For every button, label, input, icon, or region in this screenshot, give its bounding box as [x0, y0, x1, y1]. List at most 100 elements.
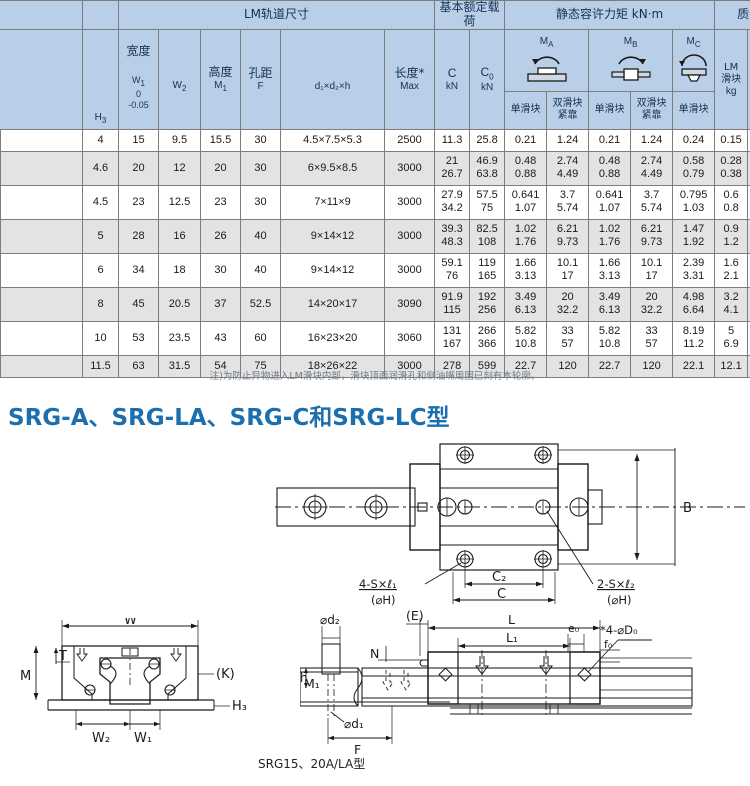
- header-moment-mb: MB: [588, 28, 674, 92]
- cell-c0: 82.5 108: [469, 218, 506, 254]
- cross-section-drawing: W T M (K) H₃ W₂ W₁: [18, 618, 268, 763]
- mc-label: MC: [686, 36, 701, 49]
- cell-w2: 20.5: [158, 286, 201, 322]
- cell-c0: 25.8: [469, 128, 506, 152]
- cell-length-max: 3000: [383, 184, 436, 220]
- cell-c0: 119 165: [469, 252, 506, 288]
- cell-mc-single: 8.19 11.2: [672, 320, 716, 356]
- label-C2: C₂: [492, 570, 506, 585]
- header-model-col: [0, 28, 83, 130]
- header-group-basic-load: 基本额定载荷: [434, 0, 506, 30]
- cell-mb-double: 20 32.2: [630, 286, 674, 322]
- cell-ma-double: 20 32.2: [546, 286, 590, 322]
- cell-m1: 54: [200, 354, 241, 378]
- cell-mb-single: 1.66 3.13: [588, 252, 632, 288]
- label-W2: W₂: [92, 731, 110, 746]
- label-4S: 4-S×ℓ₁: [359, 577, 397, 591]
- mb-label: MB: [623, 36, 638, 49]
- label-e0: e₀: [568, 622, 580, 635]
- cell-mass-block: 0.28 0.38: [714, 150, 749, 186]
- cell-f: 52.5: [240, 286, 281, 322]
- cell-ma-double: 6.21 9.73: [546, 218, 590, 254]
- cell-m1: 30: [200, 252, 241, 288]
- cell-f: 30: [240, 184, 281, 220]
- cell-length-max: 3090: [383, 286, 436, 322]
- cell-length-max: 2500: [383, 128, 436, 152]
- cell-c0: 192 256: [469, 286, 506, 322]
- label-f0: f₀: [604, 638, 613, 651]
- header-group-mass: 质量: [714, 0, 750, 30]
- cell-model: [0, 184, 83, 220]
- cell-mb-single: 0.21: [588, 128, 632, 152]
- cell-ma-double: 10.1 17: [546, 252, 590, 288]
- cell-f: 40: [240, 252, 281, 288]
- cell-m1: 20: [200, 150, 241, 186]
- header-blank-model: [0, 0, 83, 30]
- cell-c0: 599: [469, 354, 506, 378]
- cell-model: [0, 150, 83, 186]
- cell-hole: 9×14×12: [280, 218, 385, 254]
- header-h3: H3: [82, 28, 119, 130]
- header-mb-single: 单滑块: [588, 90, 632, 130]
- header-c0: C0 kN: [469, 28, 506, 130]
- header-moment-ma: MA: [504, 28, 590, 92]
- cell-f: 40: [240, 218, 281, 254]
- label-F: F: [354, 742, 361, 757]
- cell-w2: 9.5: [158, 128, 201, 152]
- cell-mb-double: 2.74 4.49: [630, 150, 674, 186]
- label-W1: W₁: [134, 731, 152, 746]
- cell-ma-single: 0.21: [504, 128, 548, 152]
- header-mb-double: 双滑块 紧靠: [630, 90, 674, 130]
- cell-mb-single: 22.7: [588, 354, 632, 378]
- table-row: 10 53 23.5 43 60 16×23×20 3060 131 167 266 366 5.82…: [0, 320, 750, 356]
- cell-mc-single: 2.39 3.31: [672, 252, 716, 288]
- cell-ma-double: 2.74 4.49: [546, 150, 590, 186]
- cell-ma-single: 5.82 10.8: [504, 320, 548, 356]
- cell-f: 60: [240, 320, 281, 356]
- cell-ma-single: 3.49 6.13: [504, 286, 548, 322]
- cell-ma-single: 22.7: [504, 354, 548, 378]
- cell-mass-block: 5 6.9: [714, 320, 749, 356]
- table-row: 6 34 18 30 40 9×14×12 3000 59.1 76 119 165 1.66 3.13…: [0, 252, 750, 288]
- drawing-caption-text: SRG15、20A/LA型: [258, 757, 366, 771]
- header-w2: W2: [158, 28, 201, 130]
- cell-length-max: 3000: [383, 218, 436, 254]
- cell-model: [0, 354, 83, 378]
- cell-ma-single: 1.66 3.13: [504, 252, 548, 288]
- label-H3: H₃: [232, 699, 247, 714]
- cell-c0: 46.9 63.8: [469, 150, 506, 186]
- cell-h3: 6: [82, 252, 119, 288]
- header-hole: d₁×d₂×h: [280, 28, 385, 130]
- table-row: 5 28 16 26 40 9×14×12 3000 39.3 48.3 82.5 108 1.02 1…: [0, 218, 750, 254]
- cell-c: 131 167: [434, 320, 471, 356]
- cell-f: 30: [240, 128, 281, 152]
- label-E: (E): [406, 608, 424, 623]
- header-ma-single: 单滑块: [504, 90, 548, 130]
- header-w1: 宽度 W1 0 -0.05: [118, 28, 159, 130]
- cell-c: 11.3: [434, 128, 471, 152]
- cell-mass-rail: 23.7: [747, 354, 750, 378]
- label-L: L: [508, 612, 515, 627]
- header-group-rail-dims: LM轨道尺寸: [117, 0, 436, 30]
- label-K: (K): [216, 667, 235, 682]
- cell-mass-block: 3.2 4.1: [714, 286, 749, 322]
- cell-hole: 14×20×17: [280, 286, 385, 322]
- cell-w2: 23.5: [158, 320, 201, 356]
- side-view-drawing: (E) L L₁ e₀ *4-⌀D₀ f₀ N ⌀d₂ h ⌀d₁ F: [300, 600, 750, 760]
- label-4S-H: (⌀H): [371, 593, 396, 607]
- cell-length-max: 3000: [383, 252, 436, 288]
- table-row: 4.5 23 12.5 23 30 7×11×9 3000 27.9 34.2 57.5 75 0.6…: [0, 184, 750, 220]
- label-B: B: [683, 501, 692, 516]
- cell-mc-single: 0.795 1.03: [672, 184, 716, 220]
- cell-model: [0, 252, 83, 288]
- moment-mc-icon: [678, 54, 707, 82]
- header-group-row: LM轨道尺寸 基本额定载荷 静态容许力矩 kN·m 质量: [0, 0, 750, 30]
- cell-length-max: 3060: [383, 320, 436, 356]
- header-mc-single: 单滑块: [672, 90, 716, 130]
- table-row: 11.5 63 31.5 54 75 18×26×22 3000 278 599 22.7 120 2…: [0, 354, 750, 378]
- cell-w1: 23: [118, 184, 159, 220]
- label-d1: ⌀d₁: [344, 717, 364, 731]
- header-group-static-moment: 静态容许力矩 kN·m: [504, 0, 716, 30]
- cell-w1: 15: [118, 128, 159, 152]
